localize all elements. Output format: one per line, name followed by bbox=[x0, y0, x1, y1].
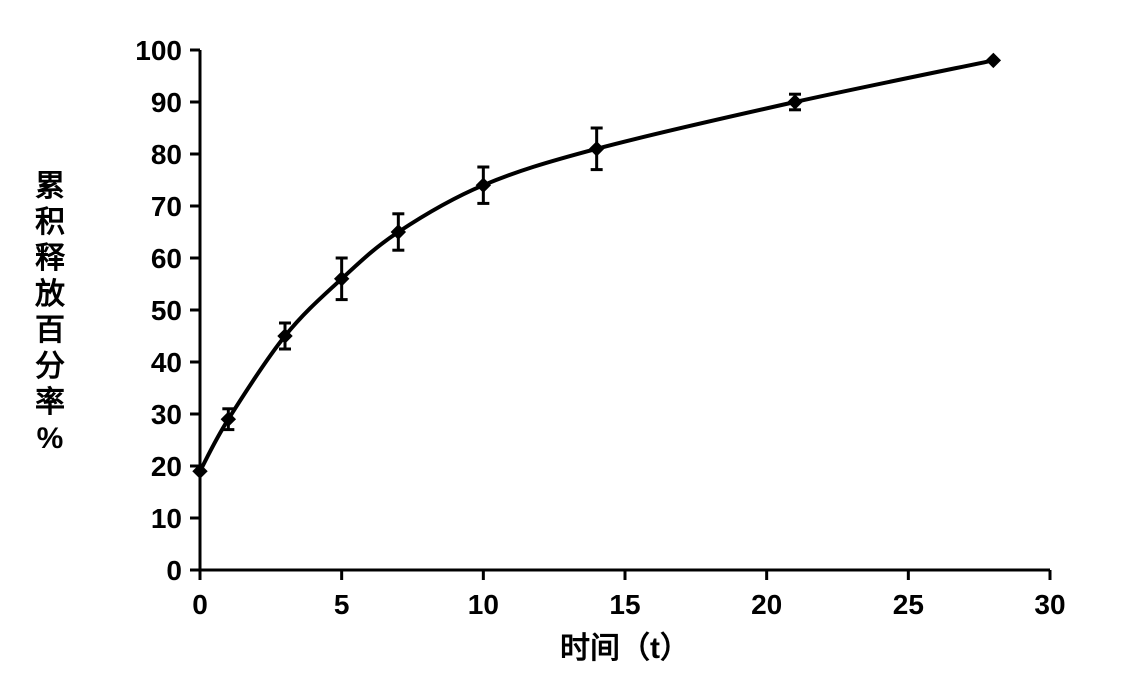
svg-text:累: 累 bbox=[35, 170, 65, 203]
y-tick-label: 50 bbox=[151, 295, 182, 326]
y-tick-label: 80 bbox=[151, 139, 182, 170]
svg-text:%: % bbox=[37, 422, 64, 455]
y-tick-label: 20 bbox=[151, 451, 182, 482]
y-tick-label: 60 bbox=[151, 243, 182, 274]
x-tick-label: 25 bbox=[893, 589, 924, 620]
svg-text:放: 放 bbox=[34, 278, 66, 311]
y-tick-label: 70 bbox=[151, 191, 182, 222]
svg-text:积: 积 bbox=[35, 206, 65, 239]
y-tick-label: 90 bbox=[151, 87, 182, 118]
x-tick-label: 20 bbox=[751, 589, 782, 620]
chart-container: 0 5 10 15 20 25 30 0 10 20 30 40 50 60 70 80 90 100 时间（t） 累… bbox=[0, 0, 1124, 688]
y-tick-label: 0 bbox=[166, 555, 182, 586]
y-tick-label: 10 bbox=[151, 503, 182, 534]
x-axis-label: 时间（t） bbox=[560, 631, 690, 665]
svg-text:率: 率 bbox=[35, 386, 65, 419]
y-tick-label: 100 bbox=[135, 35, 182, 66]
x-tick-label: 30 bbox=[1034, 589, 1065, 620]
svg-text:百: 百 bbox=[35, 314, 65, 347]
x-tick-label: 5 bbox=[334, 589, 350, 620]
x-tick-label: 10 bbox=[468, 589, 499, 620]
x-tick-label: 0 bbox=[192, 589, 208, 620]
svg-text:分: 分 bbox=[35, 350, 65, 383]
y-tick-label: 30 bbox=[151, 399, 182, 430]
y-tick-label: 40 bbox=[151, 347, 182, 378]
release-chart: 0 5 10 15 20 25 30 0 10 20 30 40 50 60 70 80 90 100 时间（t） 累… bbox=[0, 0, 1124, 688]
svg-text:释: 释 bbox=[35, 242, 66, 275]
x-tick-label: 15 bbox=[609, 589, 640, 620]
